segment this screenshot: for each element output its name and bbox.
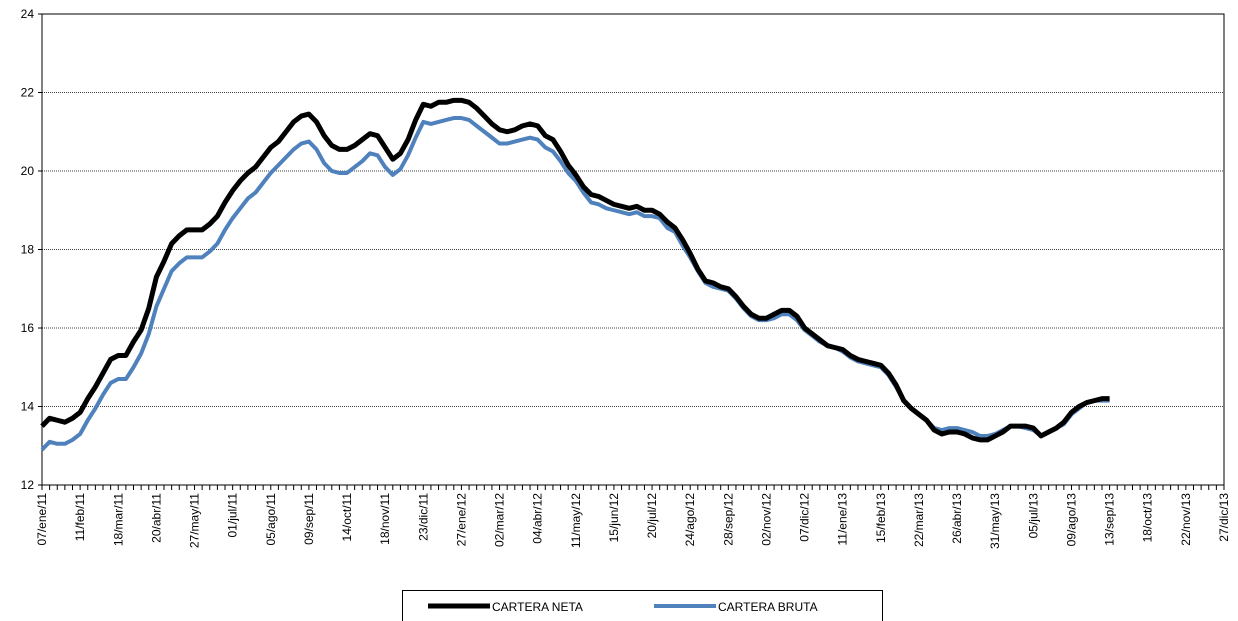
x-tick-label: 20/abr/11 xyxy=(149,493,163,543)
x-tick-label: 05/jul/13 xyxy=(1026,493,1040,539)
data-line xyxy=(40,97,1110,443)
x-tick-label: 11/feb/11 xyxy=(73,493,87,542)
x-tick-label: 07/ene/11 xyxy=(35,493,49,546)
legend-label: CARTERA BRUTA xyxy=(718,600,818,614)
x-tick-label: 22/nov/13 xyxy=(1179,493,1193,546)
legend-label: CARTERA NETA xyxy=(492,600,583,614)
x-tick-label: 04/abr/12 xyxy=(531,493,545,544)
x-tick-label: 05/ago/11 xyxy=(264,493,278,546)
x-tick-label: 23/dic/11 xyxy=(416,493,430,541)
x-tick-label: 18/mar/11 xyxy=(111,493,125,546)
x-tick-label: 09/ago/13 xyxy=(1064,493,1078,547)
y-tick-label: 22 xyxy=(21,86,35,100)
x-tick-label: 11/may/12 xyxy=(569,493,583,548)
x-tick-label: 18/nov/11 xyxy=(378,493,392,545)
x-tick-label: 02/mar/12 xyxy=(493,493,507,547)
y-tick-label: 20 xyxy=(21,164,35,178)
x-tick-label: 26/abr/13 xyxy=(950,493,964,544)
x-tick-label: 24/ago/12 xyxy=(683,493,697,547)
x-tick-label: 15/jun/12 xyxy=(607,493,621,543)
y-tick-label: 16 xyxy=(21,321,35,335)
x-tick-label: 01/jul/11 xyxy=(226,493,240,538)
x-tick-label: 27/ene/12 xyxy=(454,493,468,547)
x-tick-label: 20/jul/12 xyxy=(645,493,659,539)
y-tick-label: 14 xyxy=(21,400,35,414)
x-tick-label: 07/dic/12 xyxy=(798,493,812,542)
x-tick-label: 15/feb/13 xyxy=(874,493,888,543)
x-tick-label: 31/may/13 xyxy=(988,493,1002,549)
y-tick-label: 12 xyxy=(21,478,35,492)
x-tick-label: 14/oct/11 xyxy=(340,493,354,542)
x-tick-label: 27/dic/13 xyxy=(1217,493,1231,542)
x-tick-label: 18/oct/13 xyxy=(1141,493,1155,543)
x-tick-label: 11/ene/13 xyxy=(836,493,850,546)
x-tick-label: 09/sep/11 xyxy=(302,493,316,545)
y-tick-label: 18 xyxy=(21,243,35,257)
x-tick-label: 27/may/11 xyxy=(188,493,202,548)
x-tick-label: 28/sep/12 xyxy=(721,493,735,546)
data-line xyxy=(40,116,1110,452)
x-tick-label: 13/sep/13 xyxy=(1103,493,1117,546)
y-tick-label: 24 xyxy=(21,7,35,21)
x-tick-label: 02/nov/12 xyxy=(759,493,773,546)
x-tick-label: 22/mar/13 xyxy=(912,493,926,547)
